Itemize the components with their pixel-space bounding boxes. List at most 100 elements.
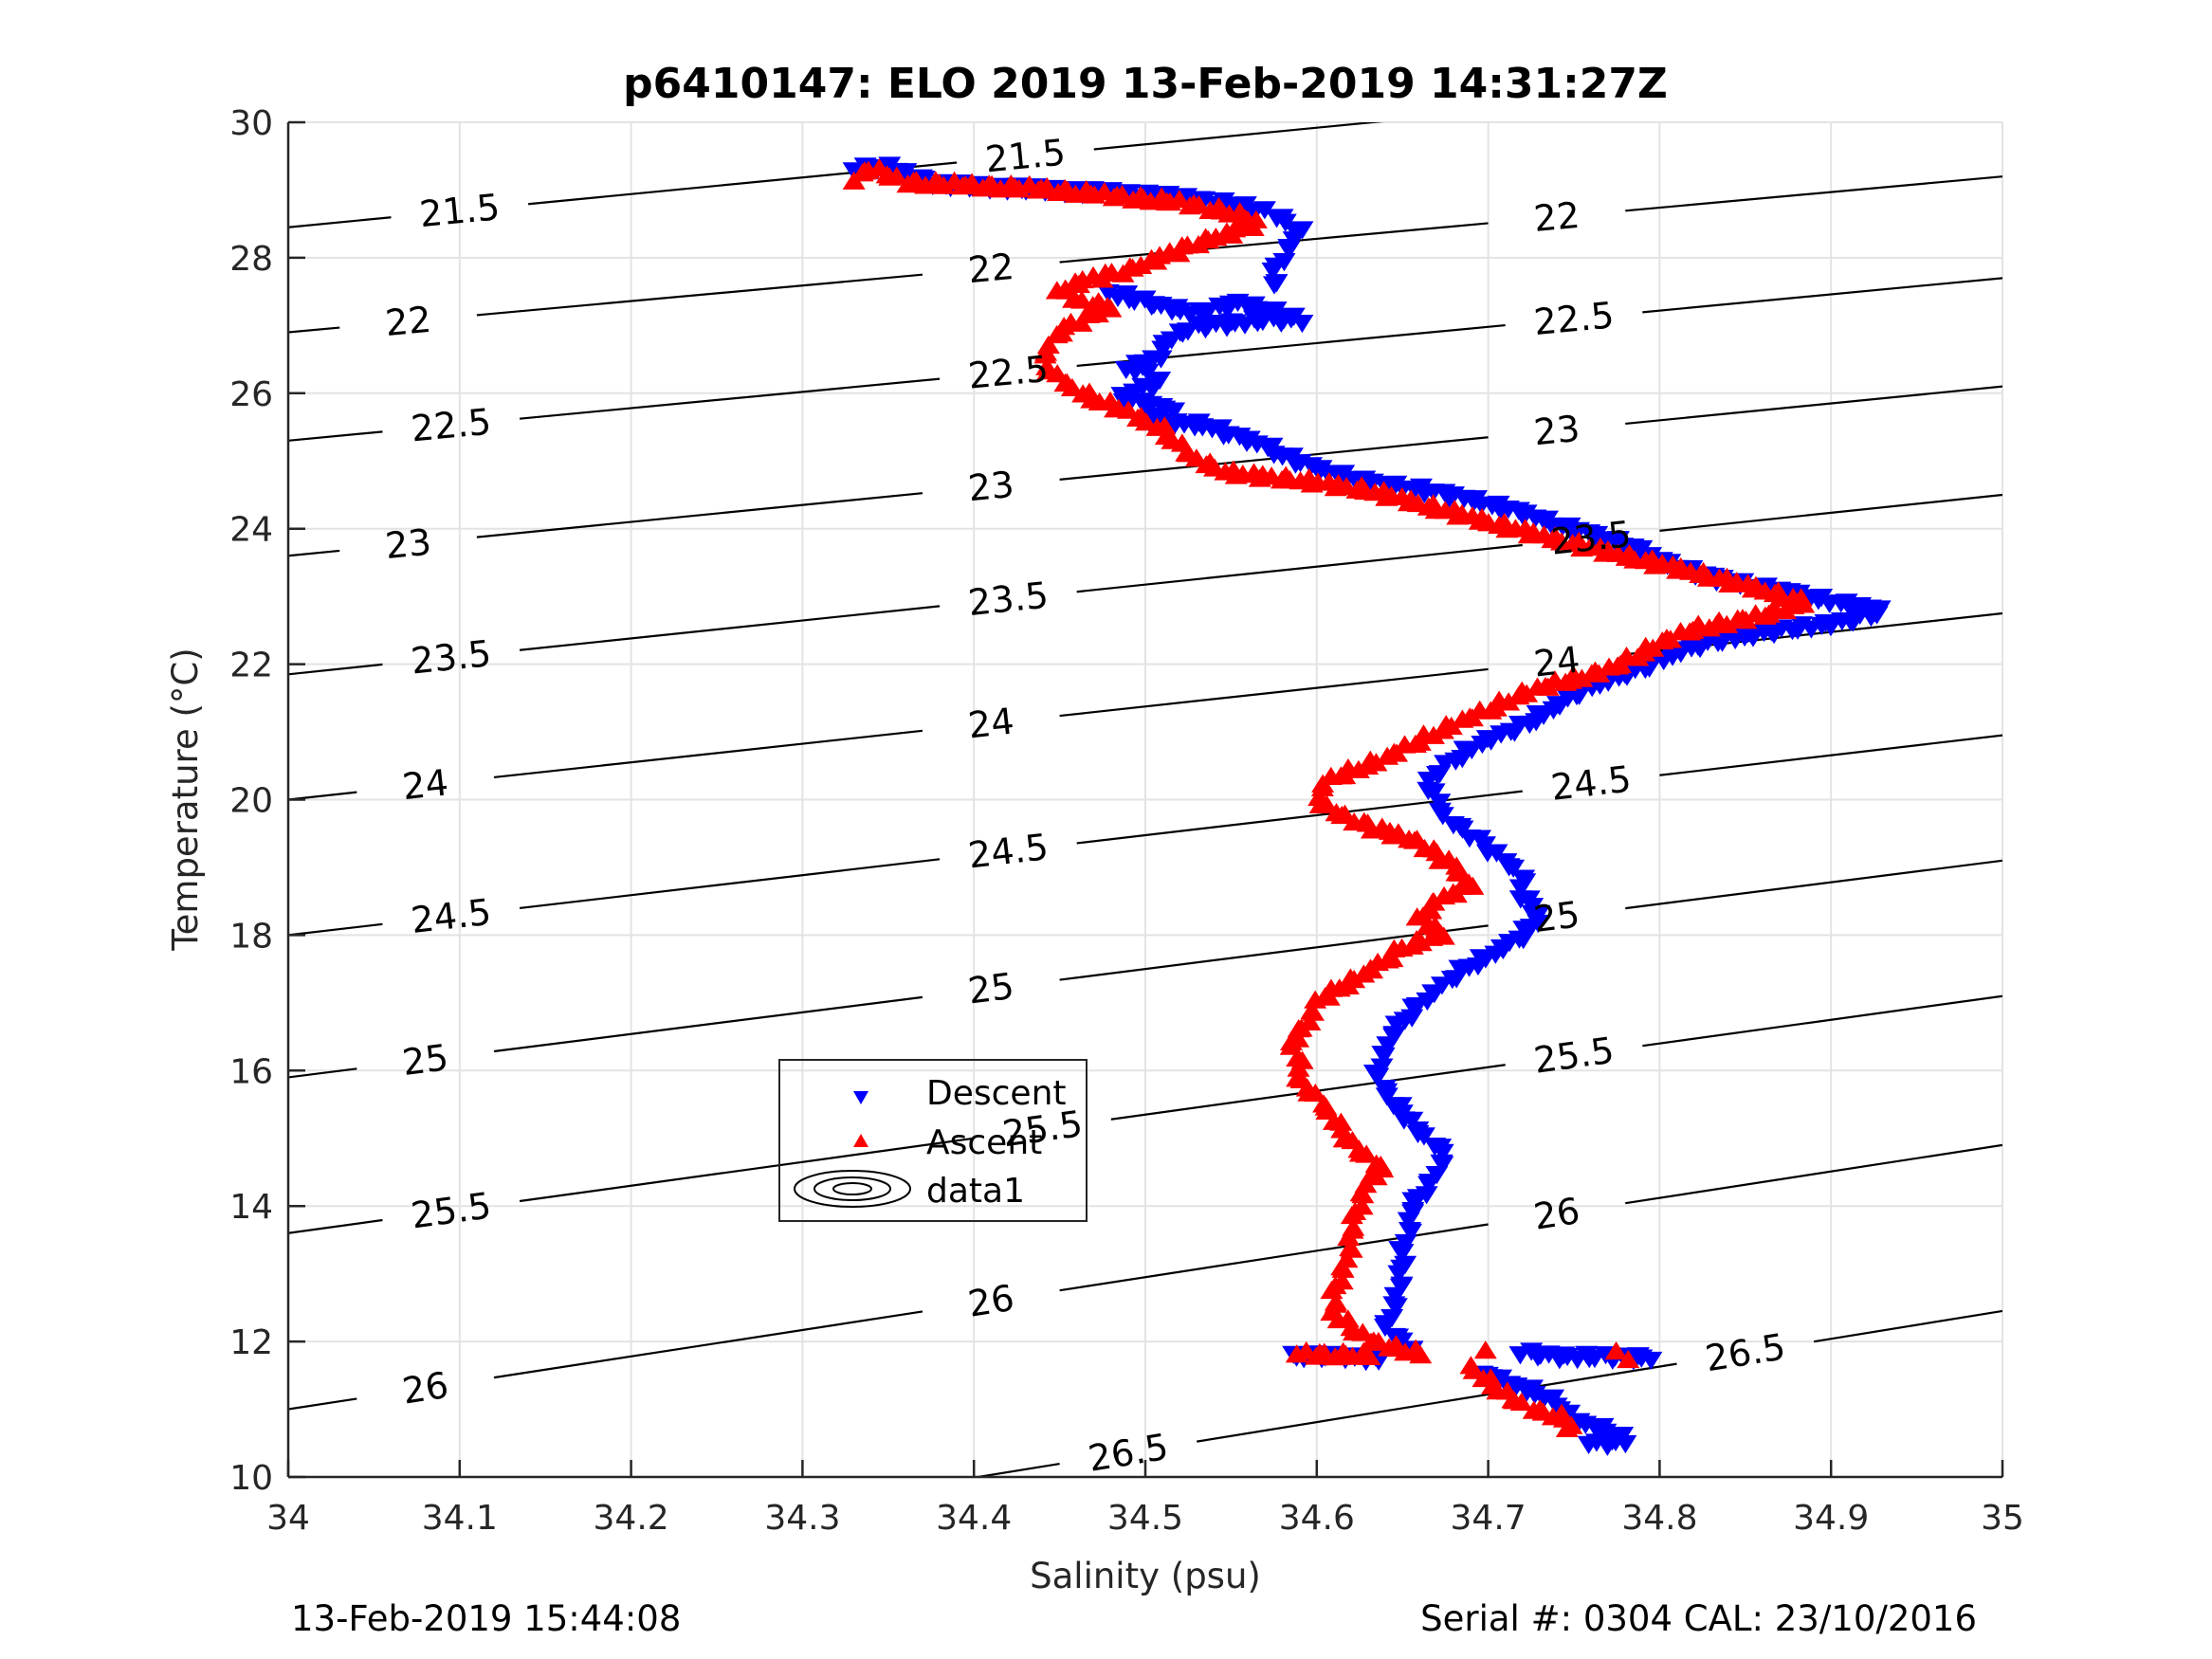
ascent-point (960, 173, 984, 191)
descent-point (1375, 1087, 1398, 1106)
isopycnal-label: 24.5 (1549, 757, 1634, 809)
descent-point (1151, 340, 1175, 359)
ascent-point (1187, 194, 1211, 214)
isopycnal-line (288, 216, 392, 228)
isopycnal-label: 23 (1532, 408, 1581, 454)
x-tick-label: 34.4 (936, 1499, 1012, 1538)
descent-point (894, 163, 918, 182)
ascent-point (1555, 1418, 1579, 1437)
ascent-point (1449, 863, 1472, 882)
isopycnal-line (1059, 667, 1489, 718)
descent-point (1416, 992, 1439, 1012)
y-tick-label: 12 (229, 1323, 273, 1362)
ascent-point (1386, 823, 1410, 842)
isopycnal-line (1076, 543, 1523, 593)
x-axis-label: Salinity (psu) (1030, 1556, 1261, 1596)
descent-point (1830, 612, 1854, 631)
ascent-point (1726, 609, 1749, 628)
isopycnal-line (493, 995, 923, 1053)
footer-timestamp: 13-Feb-2019 15:44:08 (291, 1598, 681, 1639)
isopycnal-line (1659, 493, 2002, 532)
isopycnal-line (1659, 734, 2002, 776)
descent-point (1537, 1345, 1561, 1364)
isopycnal-label: 25 (966, 965, 1016, 1012)
isopycnal-line (1197, 1362, 1677, 1443)
y-tick-label: 16 (229, 1052, 273, 1091)
isopycnal-line (476, 492, 923, 538)
isopycnal-label: 26 (965, 1277, 1016, 1325)
ascent-point (1320, 1280, 1344, 1300)
ascent-point (1304, 1083, 1327, 1103)
isopycnal-line (1625, 859, 2002, 910)
ascent-point (1509, 1392, 1533, 1412)
descent-point (1290, 221, 1314, 240)
isopycnal-label: 24.5 (966, 826, 1051, 877)
ascent-point (1033, 345, 1057, 364)
isopycnal-line (1813, 1309, 2002, 1343)
y-axis-label: Temperature (°C) (165, 647, 206, 951)
descent-point (1440, 970, 1464, 990)
isopycnal-line (288, 1397, 357, 1411)
isopycnal-line (1059, 222, 1489, 264)
ascent-point (1598, 657, 1621, 676)
descent-point (1485, 844, 1508, 863)
isopycnal-line (519, 377, 941, 420)
ascent-point (1153, 416, 1177, 435)
ascent-point (1405, 907, 1429, 926)
descent-point (1417, 1176, 1441, 1194)
ascent-point (1167, 190, 1191, 209)
descent-point (1401, 1192, 1425, 1211)
descent-point (1752, 623, 1776, 643)
descent-point (1508, 879, 1532, 898)
descent-point (1680, 639, 1704, 658)
legend-descent-label: Descent (926, 1074, 1067, 1113)
x-tick-label: 34.9 (1793, 1499, 1869, 1538)
x-tick-label: 34.6 (1279, 1499, 1355, 1538)
isopycnal-line (1059, 1223, 1489, 1292)
contour-labels: 21.5 21.5 22 22 22 22.5 22.5 22.5 23 23 23 23.5 23.5… (383, 132, 1788, 1480)
descent-point (1243, 310, 1267, 329)
y-tick-label: 10 (229, 1459, 273, 1498)
descent-point (1505, 1377, 1528, 1396)
ascent-point (1409, 1345, 1433, 1364)
descent-point (1431, 807, 1454, 826)
descent-point (1252, 201, 1276, 220)
ascent-series (842, 157, 1816, 1437)
descent-point (1397, 1212, 1420, 1231)
ascent-point (1340, 1205, 1363, 1225)
isopycnal-line (493, 729, 923, 779)
legend-data1-label: data1 (926, 1172, 1025, 1211)
legend-box (778, 1059, 1088, 1222)
ascent-point (1134, 412, 1158, 431)
descent-point (1149, 296, 1173, 316)
isopycnal-line (1642, 994, 2002, 1048)
descent-point (1431, 1156, 1454, 1175)
isopycnal-line (288, 326, 340, 334)
isopycnal-line (288, 663, 383, 676)
ascent-point (1140, 248, 1163, 267)
isopycnal-line (288, 1067, 357, 1079)
ascent-point (1331, 1259, 1355, 1278)
descent-point (1577, 1435, 1600, 1454)
y-tick-label: 30 (229, 104, 273, 143)
descent-point (1096, 283, 1120, 303)
ascent-point (1351, 1322, 1375, 1341)
isopycnal-line (1642, 277, 2002, 314)
ascent-point (1070, 290, 1094, 309)
ascent-point (1669, 622, 1692, 641)
y-tick-label: 26 (229, 375, 273, 414)
isopycnal-label: 22 (383, 299, 432, 344)
legend-ascent-label: Ascent (926, 1123, 1042, 1162)
legend-ascent-marker (853, 1134, 868, 1147)
descent-point (1226, 293, 1250, 313)
isopycnal-line (288, 549, 340, 557)
descent-series (842, 156, 1892, 1456)
ascent-point (1060, 377, 1084, 397)
descent-point (1366, 1067, 1390, 1086)
isopycnal-label: 23.5 (966, 574, 1051, 625)
isopycnal-label: 22.5 (966, 348, 1050, 397)
isopycnal-line (493, 1310, 923, 1379)
isopycnal-label: 22 (1532, 194, 1581, 240)
ascent-point (1462, 1360, 1486, 1379)
